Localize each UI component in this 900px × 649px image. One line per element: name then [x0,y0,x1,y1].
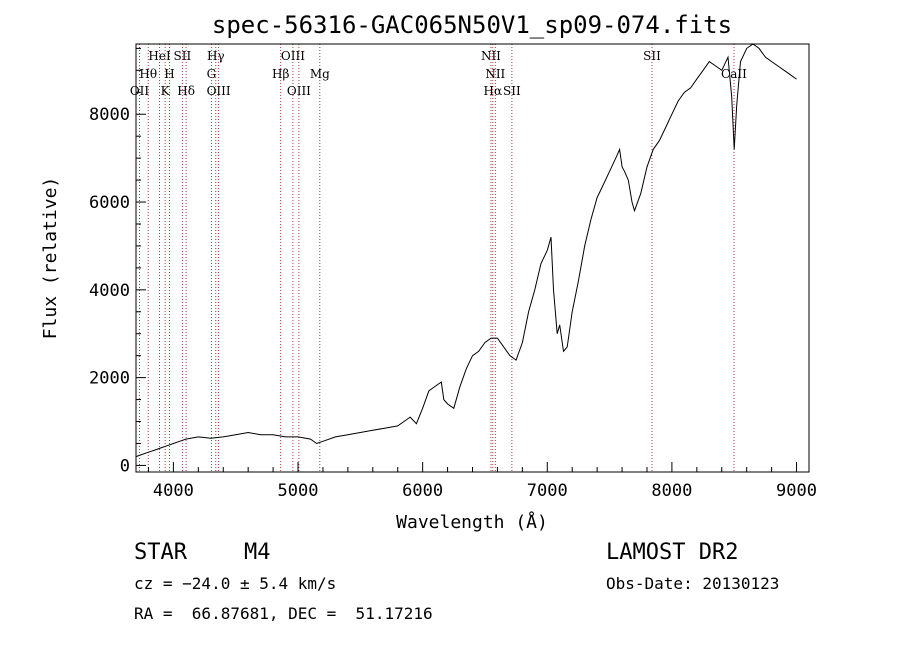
spectral-line-label: G [207,67,217,81]
spectral-line-label: Hα [484,84,503,98]
spectral-line-label: Hθ [139,67,157,81]
x-tick-label: 4000 [153,481,194,501]
flux-series-line [135,43,797,458]
chart-title: spec-56316-GAC065N50V1_sp09-074.fits [212,11,732,39]
observation-date: Obs-Date: 20130123 [606,574,780,593]
spectral-line-label: NII [485,67,505,81]
coordinates: RA = 66.87681, DEC = 51.17216 [134,604,433,623]
axis-ticks: 4000 5000 6000 7000 8000 9000 0 2000 4000 6000 800… [89,47,817,501]
x-tick-label: 9000 [776,481,817,501]
object-subclass: M4 [244,540,271,565]
object-class: STAR [134,540,187,565]
y-tick-label: 8000 [89,105,130,125]
survey-name: LAMOST DR2 [606,540,739,565]
spectral-line-label: NII [481,49,501,63]
x-tick-label: 5000 [278,481,319,501]
spectral-lines-layer: OIIHθHeIKHSIIHδHγGOIIIHβOIIIOIIIMgNIINII… [130,44,747,472]
spectral-line-label: Hβ [272,67,289,81]
series-layer [135,43,797,458]
spectral-line-label: CaII [721,67,747,81]
y-tick-label: 0 [120,456,130,476]
y-axis-label: Flux (relative) [40,177,61,340]
y-tick-label: 6000 [89,193,130,213]
redshift-cz: cz = −24.0 ± 5.4 km/s [134,574,337,593]
x-axis-label: Wavelength (Å) [396,511,548,533]
spectral-line-label: SII [174,49,192,63]
spectral-line-label: SII [503,84,521,98]
spectral-line-label: SII [643,49,661,63]
y-tick-label: 4000 [89,281,130,301]
spectral-line-label: OIII [207,84,231,98]
spectral-line-label: Hγ [207,49,225,63]
spectral-line-label: Mg [310,67,330,81]
x-tick-label: 6000 [402,481,443,501]
spectral-line-label: HeI [148,49,171,63]
y-tick-label: 2000 [89,369,130,389]
plot-frame [135,43,810,473]
x-tick-label: 8000 [651,481,692,501]
spectral-line-label: OIII [281,49,305,63]
x-tick-label: 7000 [527,481,568,501]
spectral-line-label: OIII [287,84,311,98]
spectral-line-label: K [161,84,171,98]
spectral-line-label: OII [130,84,150,98]
spectral-line-label: H [164,67,174,81]
spectral-line-label: Hδ [177,84,195,98]
